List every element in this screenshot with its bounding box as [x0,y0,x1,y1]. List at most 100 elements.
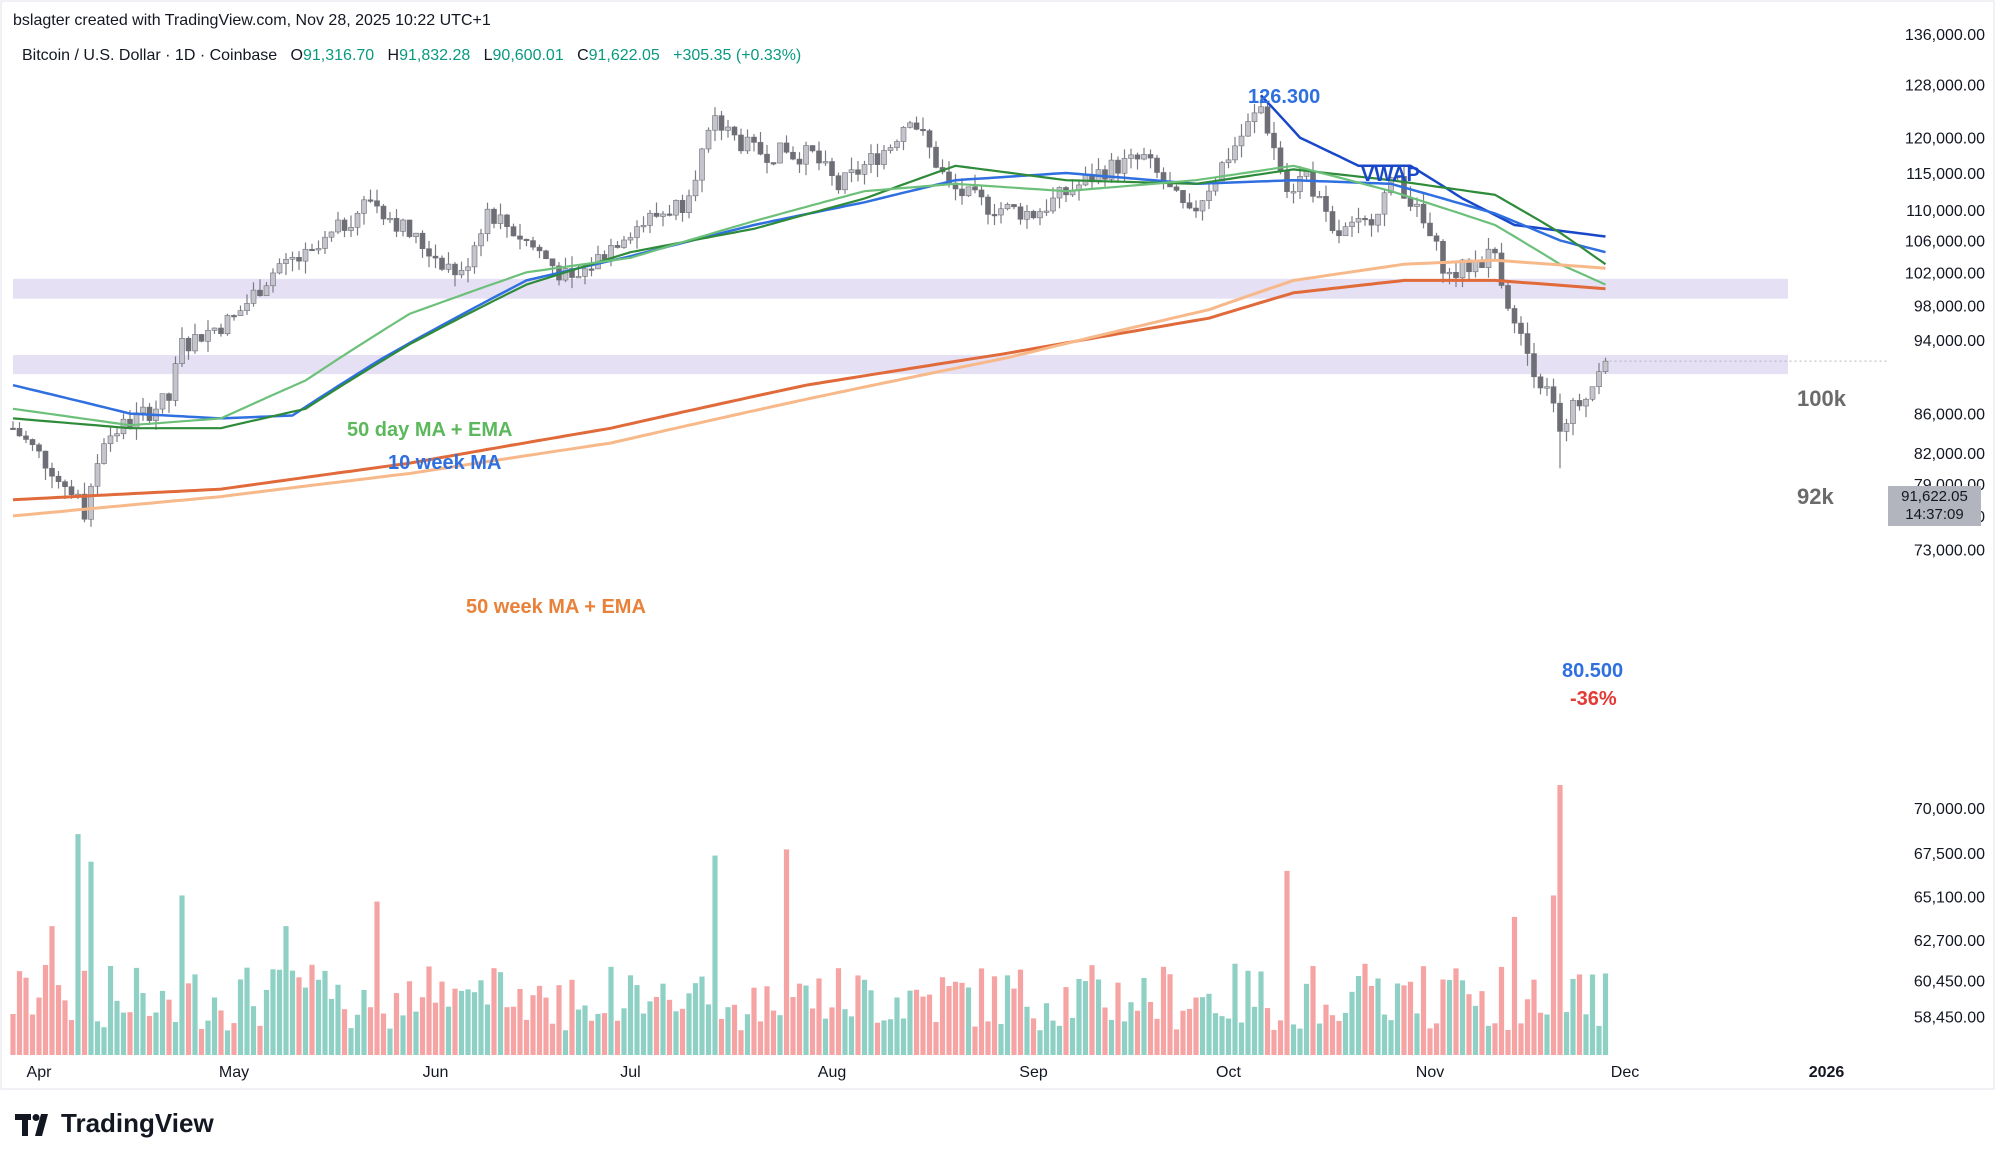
candle-body [1316,196,1323,199]
line-50-day-ma [12,164,1607,430]
volume-bar [491,968,497,1055]
line-50-week-ema [12,258,1606,518]
candle-body [374,200,380,207]
volume-bar [309,964,315,1055]
candle-body [549,258,556,267]
candle-body [764,153,770,163]
volume-bar [1472,1005,1479,1055]
candle-body [1251,112,1258,123]
candle-body [1323,196,1329,212]
volume-bar [1368,985,1375,1055]
volume-bar [224,1030,231,1055]
volume-bar [393,993,400,1055]
volume-bar [107,965,114,1055]
volume-bar [601,1013,608,1055]
candle-body [1056,187,1063,199]
volume-bar [1355,975,1362,1055]
y-tick-label: 67,500.00 [1914,846,1985,863]
candle-body [1531,353,1537,378]
volume-bar [991,976,998,1055]
candle-body [972,186,978,191]
volume-bar [23,977,29,1055]
volume-bar [959,982,965,1055]
volume-bar [952,981,959,1055]
candle-body [660,213,666,217]
candle-body [127,418,133,429]
y-tick-label: 128,000.00 [1905,77,1985,94]
vwap-label: VWAP [1361,164,1420,186]
volume-bar [1407,981,1414,1055]
volume-bar [211,997,218,1055]
volume-bar [1102,1007,1108,1055]
volume-bar [1167,974,1173,1055]
candle-body [198,334,205,342]
volume-bar [263,989,270,1055]
candle-body [400,219,406,232]
volume-bar [81,970,88,1055]
candle-body [1414,203,1420,207]
ma10w-label: 10 week MA [388,452,502,474]
candle-body [822,161,829,164]
candle-body [1362,218,1368,221]
tradingview-logo[interactable]: TradingView [15,1108,214,1139]
candle-body [361,199,367,214]
volume-bar [855,975,861,1055]
candle-body [1264,106,1271,134]
y-tick-label: 94,000.00 [1914,333,1985,350]
candle-body [627,237,634,241]
volume-bar [803,985,809,1055]
volume-bar [55,985,62,1055]
volume-bar [1550,895,1557,1055]
x-tick-label: Nov [1416,1064,1444,1081]
volume-bar [881,1020,887,1055]
candle-body [725,126,731,131]
volume-bar [1349,991,1355,1055]
volume-bar [49,926,55,1055]
candle-body [1583,398,1589,407]
candle-body [211,327,218,331]
volume-bar [965,987,972,1055]
symbol-name[interactable]: Bitcoin / U.S. Dollar · 1D · Coinbase [22,47,278,64]
volume-bar [1095,979,1102,1055]
volume-bar [1576,974,1583,1055]
close-label: C [577,47,589,64]
candle-body [1310,170,1316,197]
symbol-ohlc-line: Bitcoin / U.S. Dollar · 1D · Coinbase O9… [22,47,801,65]
candle-body [803,145,809,165]
volume-bar [725,1007,731,1055]
x-tick-label: Jul [620,1064,640,1081]
zone-100k [13,278,1788,299]
volume-bar [1173,1029,1180,1055]
candle-body [1115,159,1121,174]
volume-bar [1212,1013,1219,1055]
last-price-value: 91,622.05 [1901,488,1968,505]
candle-body [1537,376,1544,389]
candle-body [705,129,712,150]
volume-bar [1225,1018,1232,1055]
candle-body [1459,259,1466,279]
volume-bar [367,1007,374,1055]
volume-bar [1459,980,1466,1055]
y-tick-label: 136,000.00 [1905,27,1985,44]
volume-bar [1193,997,1199,1055]
high-annotation: 126.300 [1248,86,1321,108]
volume-bar [1050,1020,1056,1055]
candle-body [562,268,569,281]
volume-bars [10,785,1609,1055]
volume-bar [523,1019,530,1055]
candle-body [679,199,686,213]
candle-body [1498,252,1505,286]
volume-bar [1596,1025,1602,1055]
candle-body [543,250,549,260]
candle-body [49,467,55,477]
candle-body [881,150,887,165]
candle-body [751,136,757,143]
volume-bar [328,998,335,1055]
volume-bar [686,993,692,1055]
volume-bar [88,861,94,1055]
line-50-week-ma [12,278,1606,502]
candle-body [270,272,276,287]
y-tick-label: 120,000.00 [1905,131,1985,148]
candle-body [1017,206,1024,220]
